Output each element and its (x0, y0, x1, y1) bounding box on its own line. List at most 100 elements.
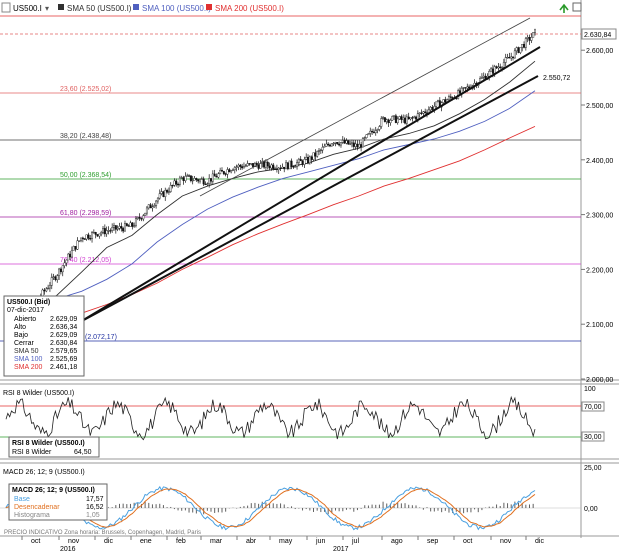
rsi-tick-30: 30,00 (584, 434, 602, 441)
candle-body (283, 166, 286, 170)
candle-body (316, 151, 319, 157)
candle-body (239, 164, 242, 167)
candle-body (85, 234, 88, 240)
sma200-label[interactable]: SMA 200 (US500.I) (215, 4, 284, 13)
candle-body (491, 68, 494, 74)
footer-note: PRECIO INDICATIVO Zona horaria: Brussels… (4, 530, 201, 536)
candle-body (323, 146, 326, 148)
candle-body (48, 285, 51, 289)
trendline-support-upper[interactable] (79, 46, 541, 323)
macd-base-line (5, 485, 536, 531)
candle-body (263, 161, 266, 168)
candle-body (449, 96, 452, 98)
candle-body (501, 67, 504, 69)
candle-body (480, 77, 483, 79)
time-axis: oct nov dic ene feb mar abr may jun jul ago sep oct n… (21, 536, 544, 553)
candle-body (288, 160, 291, 170)
candle-body (319, 149, 322, 152)
candle-body (175, 180, 178, 185)
month-label: abr (246, 538, 257, 545)
candle-body (387, 119, 390, 124)
candle-body (360, 144, 363, 148)
sma100-line[interactable] (5, 90, 536, 303)
candle-body (277, 167, 280, 170)
info-row-label: Bajo (14, 332, 28, 339)
macd-base-value: 17,57 (86, 496, 104, 503)
candle-body (72, 246, 75, 251)
candle-body (242, 166, 245, 169)
candle-body (145, 207, 148, 214)
rsi-header[interactable]: RSI 8 Wilder (US500.I) (3, 390, 74, 397)
candle-body (385, 119, 388, 122)
candle-body (118, 226, 121, 229)
trendlines (79, 17, 541, 323)
rsi-tick-70: 70,00 (584, 404, 602, 411)
candle-body (281, 166, 284, 169)
info-row-value: 2.579,65 (50, 348, 77, 355)
sma50-line[interactable] (5, 60, 536, 303)
candle-body (532, 32, 535, 38)
candle-body (330, 143, 333, 147)
candle-body (158, 193, 161, 199)
candle-body (413, 116, 416, 119)
macd-tick-0: 0,00 (584, 506, 598, 513)
candle-body (371, 130, 374, 133)
candle-body (83, 238, 86, 240)
candle-body (285, 162, 288, 170)
candle-body (125, 223, 128, 226)
month-label: feb (176, 538, 186, 545)
rsi-panel: RSI 8 Wilder (US500.I) RSI 8 Wilder (US5… (0, 386, 605, 458)
candle-body (131, 222, 134, 227)
candle-body (180, 177, 183, 179)
candle-body (266, 161, 269, 167)
symbol-label[interactable]: US500.I (13, 4, 42, 13)
sma50-label[interactable]: SMA 50 (US500.I) (67, 4, 132, 13)
candle-body (296, 162, 299, 167)
info-box-title: US500.I (Bid) (7, 299, 50, 306)
candle-body (495, 66, 498, 69)
window-toggle-icon[interactable] (572, 2, 582, 12)
sma100-label[interactable]: SMA 100 (US500.I) (142, 4, 211, 13)
candle-body (325, 143, 328, 147)
price-tick-label: 2.000,00 (586, 377, 613, 384)
trend-up-icon[interactable] (559, 3, 569, 13)
candle-body (365, 134, 368, 138)
candle-body (389, 120, 392, 124)
rsi-tick-30-tag (581, 431, 605, 442)
axis-price-tags: 2.630,84 2.550,72 (543, 28, 617, 82)
sma200-line[interactable] (5, 125, 536, 331)
trendline-support-lower[interactable] (79, 75, 539, 323)
candle-body (275, 168, 278, 170)
candle-body (195, 178, 198, 180)
candle-body (102, 228, 105, 233)
channel-line[interactable] (199, 17, 531, 197)
candle-body (361, 137, 364, 148)
symbol-checkbox[interactable] (1, 2, 11, 13)
year-label: 2016 (60, 546, 76, 553)
year-label: 2017 (333, 546, 349, 553)
candle-body (89, 238, 92, 240)
month-label: jun (315, 538, 325, 545)
candle-body (391, 116, 394, 121)
candle-body (58, 268, 61, 276)
candle-body (162, 191, 165, 197)
month-label: nov (500, 538, 512, 545)
candle-body (123, 223, 126, 232)
candle-body (354, 143, 357, 147)
info-row-value: 2.629,09 (50, 316, 77, 323)
candle-body (127, 225, 130, 227)
candle-body (226, 169, 229, 175)
candle-body (383, 117, 386, 122)
candle-body (105, 230, 108, 235)
candle-body (363, 137, 366, 139)
info-box-rows: Abierto 2.629,09 Alto 2.636,34 Bajo 2.629,09 C… (14, 316, 77, 371)
symbol-dropdown-icon[interactable]: ▾ (45, 4, 49, 13)
candle-body (264, 161, 267, 168)
candle-body (270, 164, 273, 169)
candle-body (56, 275, 59, 281)
candle-body (69, 253, 72, 258)
macd-signal-value: 16,52 (86, 504, 104, 511)
candle-body (186, 175, 189, 177)
macd-header[interactable]: MACD 26; 12; 9 (US500.I) (3, 469, 85, 476)
candle-body (241, 166, 244, 169)
